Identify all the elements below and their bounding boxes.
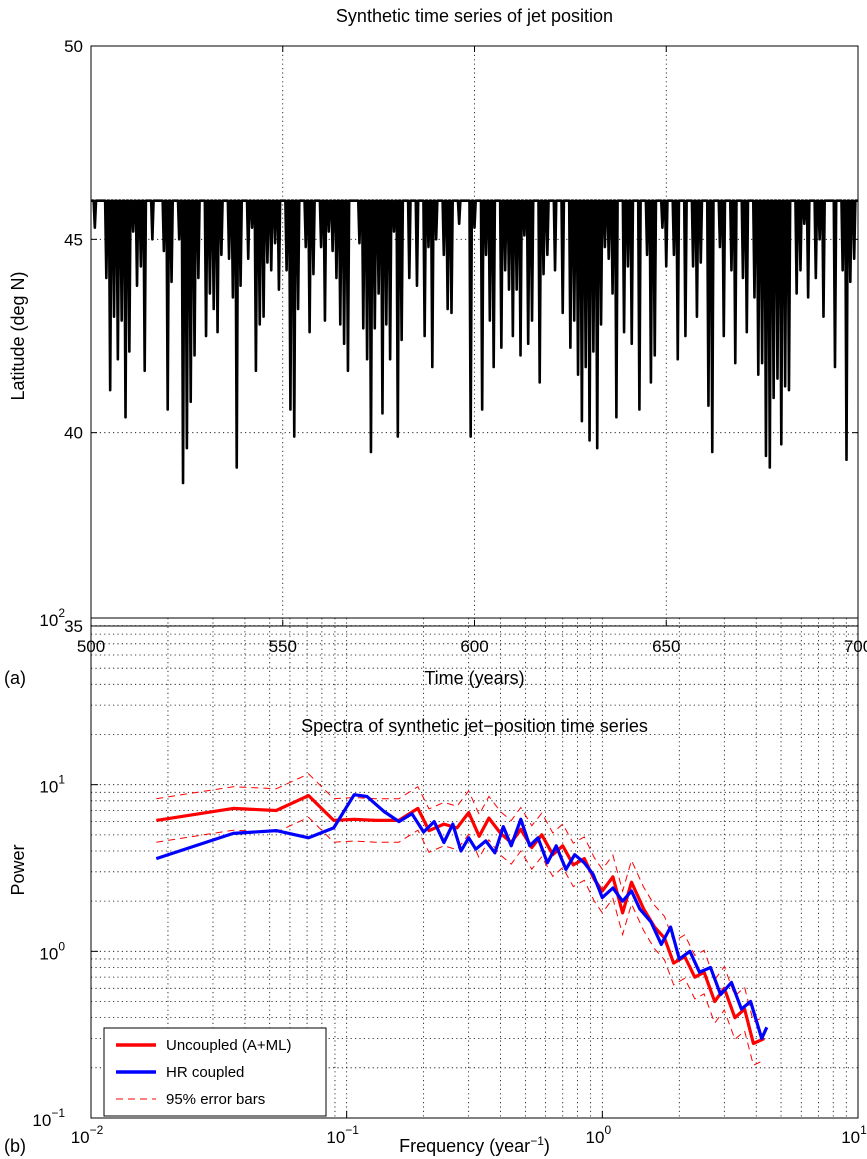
legend: Uncoupled (A+ML) HR coupled 95% error ba… [103, 1027, 327, 1117]
panel-b-title: Spectra of synthetic jet−position time s… [301, 716, 648, 736]
error-bar-upper [156, 773, 765, 1023]
panel-a-label: (a) [4, 668, 26, 688]
panel-b-y-axis-label: Power [8, 844, 28, 895]
panel-b-y-tick-label: 102 [39, 606, 65, 630]
panel-a-series-line [91, 199, 858, 485]
legend-label-error-bars: 95% error bars [166, 1091, 265, 1108]
panel-a-plot-area [91, 199, 858, 485]
panel-b-y-tick-label: 10−1 [32, 1106, 65, 1130]
legend-label-hr-coupled: HR coupled [166, 1064, 244, 1081]
panel-b-plot-area [155, 773, 769, 1066]
panel-a-x-tick-label: 700 [844, 637, 867, 656]
panel-a-x-tick-label: 550 [269, 637, 297, 656]
panel-a-title: Synthetic time series of jet position [336, 6, 613, 26]
panel-b-y-tick-label: 101 [39, 773, 65, 797]
panel-a: Synthetic time series of jet position 50… [4, 6, 867, 688]
panel-b-x-tick-label: 100 [586, 1123, 612, 1147]
panel-a-y-axis-label: Latitude (deg N) [8, 271, 28, 400]
panel-b-x-axis-label-main: Frequency (year [399, 1136, 530, 1156]
panel-b-grid [91, 618, 858, 1118]
panel-b-x-axis-label-end: ) [544, 1136, 550, 1156]
panel-a-x-tick-label: 600 [460, 637, 488, 656]
panel-b: Spectra of synthetic jet−position time s… [4, 606, 867, 1156]
error-bar-lower [156, 816, 765, 1066]
panel-b-axes-frame-box [90, 617, 859, 1119]
panel-a-x-ticks: 500550600650700 [77, 46, 867, 656]
panel-b-y-tick-label: 100 [39, 939, 65, 963]
panel-a-y-tick-label: 50 [64, 37, 83, 56]
panel-b-x-ticks: 10−2 10−1 100 101 [71, 1111, 867, 1147]
legend-label-uncoupled: Uncoupled (A+ML) [166, 1037, 291, 1054]
panel-a-x-tick-label: 650 [652, 637, 680, 656]
panel-a-y-tick-label: 45 [64, 230, 83, 249]
panel-b-x-axis-label: Frequency (year−1) [399, 1134, 550, 1156]
panel-a-y-tick-label: 40 [64, 424, 83, 443]
panel-b-x-tick-label: 10−1 [326, 1123, 359, 1147]
panel-a-y-tick-label: 35 [64, 617, 83, 636]
panel-b-label: (b) [4, 1136, 26, 1156]
panel-b-x-axis-label-exponent: −1 [530, 1134, 544, 1148]
panel-b-y-ticks: 10−1 100 101 102 [32, 606, 98, 1130]
panel-b-x-tick-label: 101 [841, 1123, 867, 1147]
series-hr-coupled-line [155, 793, 769, 1041]
panel-b-x-tick-label: 10−2 [71, 1123, 104, 1147]
panel-a-x-axis-label: Time (years) [424, 668, 524, 688]
